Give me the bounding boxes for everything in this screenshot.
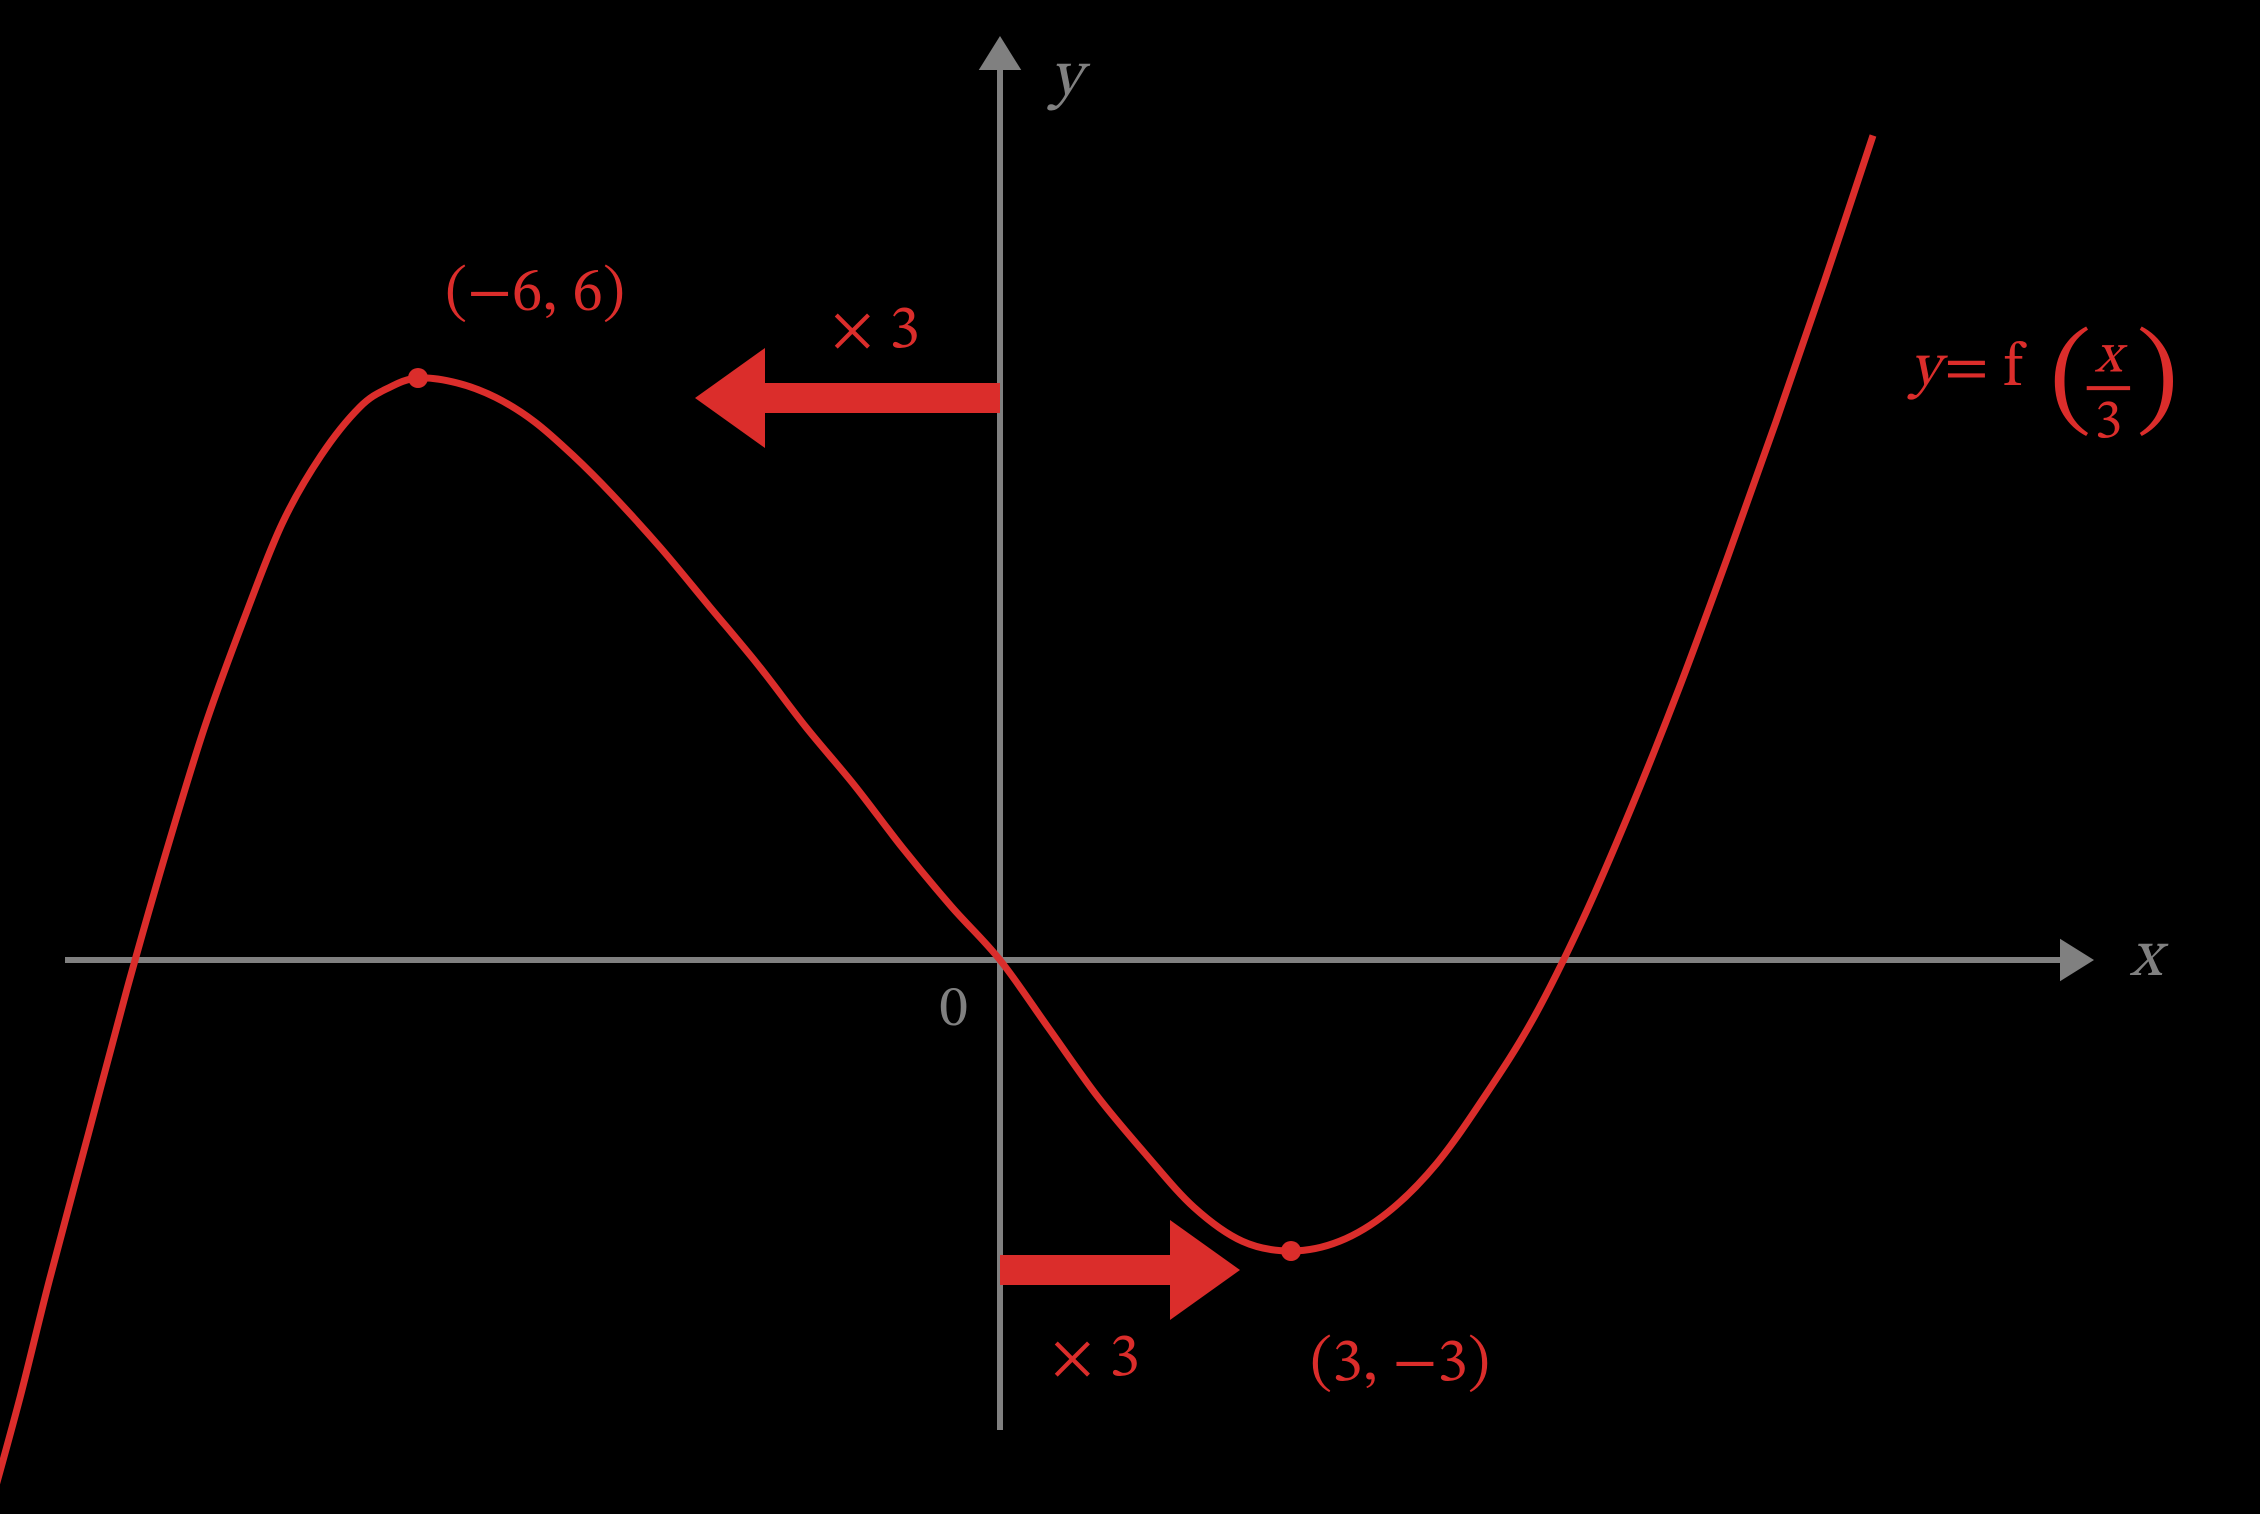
- y-axis-arrowhead: [979, 36, 1022, 70]
- fn-label-left-paren: (: [2050, 324, 2092, 442]
- local-min-point: [1281, 1241, 1301, 1261]
- stretch-arrow-top: × 3: [695, 300, 1000, 448]
- local-max-label: (−6, 6): [445, 263, 625, 325]
- function-equation-label: y = f ( x 3 ): [1907, 324, 2178, 452]
- x-axis-arrowhead: [2060, 939, 2094, 982]
- stretch-arrow-bottom-label: × 3: [1050, 1328, 1140, 1390]
- function-curve: [0, 136, 1873, 1504]
- y-axis-label: y: [1046, 45, 1091, 111]
- fn-label-right-paren: ): [2136, 324, 2178, 442]
- fn-label-y: y: [1907, 338, 1948, 400]
- local-min-label: (3, −3): [1310, 1333, 1490, 1395]
- stretch-arrow-top-label: × 3: [830, 300, 920, 362]
- origin-label: 0: [939, 981, 968, 1039]
- fn-label-numerator: x: [2094, 329, 2128, 385]
- local-max-point: [408, 368, 428, 388]
- stretch-arrow-bottom: × 3: [1000, 1220, 1240, 1390]
- fn-label-eqf: = f: [1944, 338, 2027, 400]
- stretch-arrow-top-head: [695, 348, 765, 448]
- function-transformation-plot: x y 0 × 3 × 3 (−6, 6) (3, −3) y = f ( x …: [0, 0, 2260, 1514]
- fn-label-denominator: 3: [2095, 396, 2123, 452]
- axes: x y 0: [65, 36, 2169, 1430]
- x-axis-label: x: [2129, 925, 2169, 991]
